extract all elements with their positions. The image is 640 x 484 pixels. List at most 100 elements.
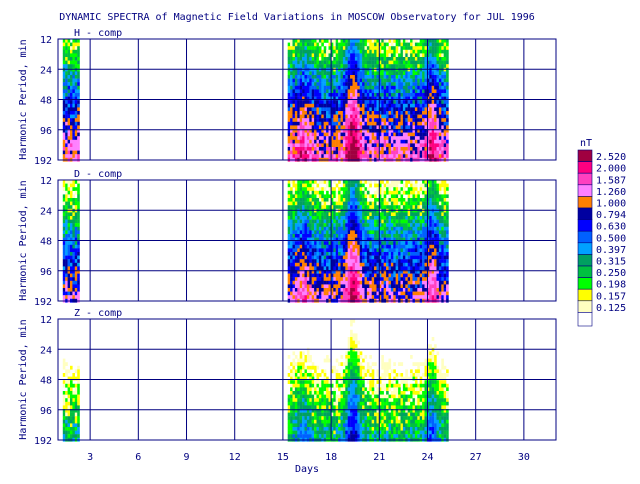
heatmap-cell: [396, 136, 399, 140]
heatmap-cell: [350, 248, 353, 252]
heatmap-cell: [367, 43, 370, 47]
heatmap-cell: [65, 57, 68, 61]
heatmap-cell: [324, 147, 327, 151]
heatmap-cell: [398, 245, 401, 249]
heatmap-cell: [355, 248, 358, 252]
heatmap-cell: [420, 43, 423, 47]
heatmap-cell: [297, 104, 300, 108]
heatmap-cell: [343, 256, 346, 260]
heatmap-cell: [437, 216, 440, 220]
heatmap-cell: [345, 143, 348, 147]
heatmap-cell: [401, 292, 404, 296]
heatmap-cell: [75, 248, 78, 252]
heatmap-cell: [381, 220, 384, 224]
heatmap-cell: [321, 248, 324, 252]
heatmap-cell: [413, 184, 416, 188]
heatmap-cell: [324, 154, 327, 158]
heatmap-cell: [377, 46, 380, 50]
heatmap-cell: [415, 111, 418, 115]
heatmap-cell: [365, 57, 368, 61]
heatmap-cell: [350, 205, 353, 209]
heatmap-cell: [403, 295, 406, 299]
heatmap-cell: [297, 82, 300, 86]
heatmap-cell: [305, 198, 308, 202]
heatmap-cell: [441, 86, 444, 90]
heatmap-cell: [393, 220, 396, 224]
heatmap-cell: [393, 227, 396, 231]
heatmap-cell: [341, 230, 344, 234]
heatmap-cell: [422, 82, 425, 86]
heatmap-cell: [300, 191, 303, 195]
heatmap-cell: [348, 140, 351, 144]
heatmap-cell: [372, 202, 375, 206]
heatmap-cell: [367, 147, 370, 151]
heatmap-cell: [434, 125, 437, 129]
heatmap-cell: [312, 93, 315, 97]
heatmap-cell: [290, 194, 293, 198]
heatmap-cell: [65, 277, 68, 281]
heatmap-cell: [290, 227, 293, 231]
heatmap-cell: [302, 241, 305, 245]
heatmap-cell: [396, 140, 399, 144]
heatmap-cell: [77, 64, 80, 68]
heatmap-cell: [345, 104, 348, 108]
heatmap-cell: [367, 259, 370, 263]
heatmap-cell: [65, 125, 68, 129]
heatmap-cell: [297, 230, 300, 234]
heatmap-cell: [63, 71, 66, 75]
heatmap-cell: [420, 245, 423, 249]
heatmap-cell: [446, 50, 449, 54]
heatmap-cell: [444, 136, 447, 140]
heatmap-cell: [353, 198, 356, 202]
heatmap-cell: [338, 256, 341, 260]
heatmap-cell: [362, 202, 365, 206]
heatmap-cell: [420, 118, 423, 122]
heatmap-cell: [288, 107, 291, 111]
heatmap-cell: [65, 136, 68, 140]
heatmap-cell: [384, 111, 387, 115]
heatmap-cell: [353, 107, 356, 111]
heatmap-cell: [432, 248, 435, 252]
heatmap-cell: [429, 212, 432, 216]
heatmap-cell: [398, 292, 401, 296]
heatmap-cell: [312, 154, 315, 158]
heatmap-cell: [432, 151, 435, 155]
heatmap-cell: [348, 198, 351, 202]
heatmap-cell: [403, 104, 406, 108]
heatmap-cell: [75, 191, 78, 195]
heatmap-cell: [317, 154, 320, 158]
heatmap-cell: [367, 61, 370, 65]
heatmap-cell: [63, 248, 66, 252]
heatmap-cell: [321, 277, 324, 281]
heatmap-cell: [391, 259, 394, 263]
heatmap-cell: [293, 248, 296, 252]
heatmap-cell: [319, 61, 322, 65]
heatmap-cell: [338, 202, 341, 206]
heatmap-cell: [401, 50, 404, 54]
heatmap-cell: [336, 39, 339, 43]
heatmap-cell: [357, 252, 360, 256]
heatmap-cell: [333, 274, 336, 278]
heatmap-cell: [348, 248, 351, 252]
heatmap-cell: [420, 93, 423, 97]
heatmap-cell: [403, 154, 406, 158]
heatmap-cell: [309, 100, 312, 104]
heatmap-cell: [389, 281, 392, 285]
heatmap-cell: [413, 227, 416, 231]
heatmap-cell: [333, 259, 336, 263]
heatmap-cell: [68, 140, 71, 144]
heatmap-cell: [68, 39, 71, 43]
heatmap-cell: [333, 212, 336, 216]
heatmap-cell: [355, 284, 358, 288]
heatmap-cell: [77, 180, 80, 184]
heatmap-cell: [377, 82, 380, 86]
heatmap-cell: [360, 184, 363, 188]
heatmap-cell: [341, 71, 344, 75]
heatmap-cell: [345, 252, 348, 256]
heatmap-cell: [369, 50, 372, 54]
heatmap-cell: [326, 133, 329, 137]
heatmap-cell: [444, 57, 447, 61]
heatmap-cell: [413, 104, 416, 108]
heatmap-cell: [425, 154, 428, 158]
heatmap-cell: [288, 256, 291, 260]
